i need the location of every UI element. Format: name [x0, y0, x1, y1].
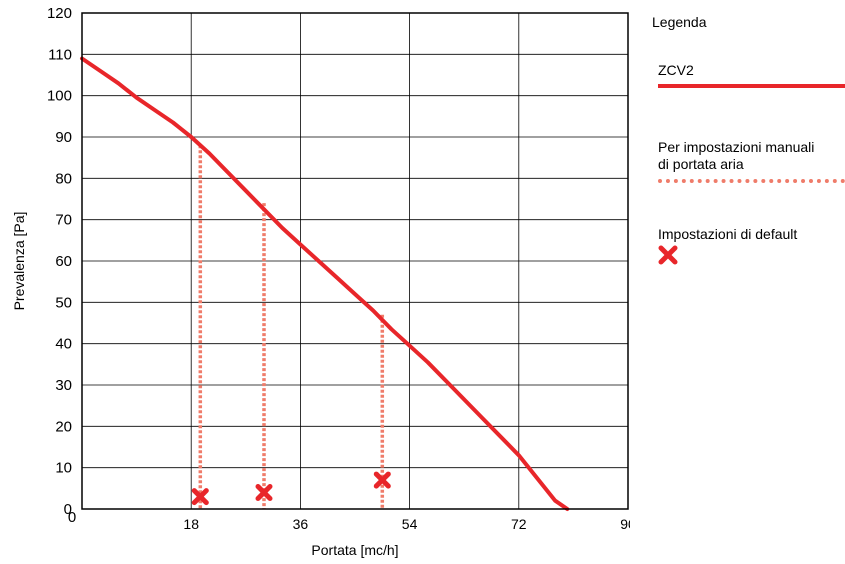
legend-label-manual-2: di portata aria	[658, 156, 744, 172]
grid	[82, 13, 628, 509]
legend-title: Legenda	[652, 14, 707, 30]
y-axis-label: Prevalenza [Pa]	[11, 212, 27, 311]
legend-swatch-zcv2	[658, 84, 845, 88]
x-tick-label: 0	[68, 509, 76, 526]
x-tick-label: 90	[620, 516, 630, 532]
default-marker	[191, 488, 209, 506]
x-tick-label: 72	[511, 516, 527, 532]
y-tick-label: 0	[64, 501, 72, 518]
y-tick-label: 70	[55, 212, 72, 229]
y-tick-label: 40	[55, 336, 72, 353]
x-tick-label: 54	[402, 516, 418, 532]
y-tick-label: 10	[55, 460, 72, 477]
y-tick-label: 50	[55, 294, 72, 311]
marker-stroke	[373, 471, 391, 489]
marker-stroke	[255, 483, 273, 501]
x-tick-label: 36	[293, 516, 309, 532]
y-tick-label: 110	[48, 46, 72, 63]
y-tick-label: 90	[55, 129, 72, 146]
y-tick-label: 30	[55, 377, 72, 394]
y-tick-label: 120	[47, 5, 72, 22]
legend-label-manual-1: Per impostazioni manuali	[658, 139, 815, 155]
y-tick-label: 20	[55, 418, 72, 435]
legend-label-default: Impostazioni di default	[658, 226, 798, 242]
plot-frame	[81, 12, 629, 510]
default-markers	[191, 471, 391, 506]
legend-swatch-manual	[658, 179, 845, 183]
manual-setting-lines	[198, 145, 385, 509]
x-axis-label: Portata [mc/h]	[311, 542, 398, 558]
default-marker	[373, 471, 391, 489]
legend-cross-icon	[658, 245, 678, 265]
legend-label-zcv2: ZCV2	[658, 62, 694, 78]
y-tick-label: 60	[55, 253, 72, 270]
series-line-zcv2	[80, 56, 570, 511]
y-tick-label: 80	[55, 170, 72, 187]
x-tick-label: 18	[183, 516, 199, 532]
chart: 0 10 20 30 40 50 60 70 80 90 100 110 120 18 36 54 72 900 …	[11, 5, 630, 558]
tick-labels: 0 10 20 30 40 50 60 70 80 90 100 110 120 18 36 54 72 90 0	[47, 5, 630, 532]
y-tick-label: 100	[47, 88, 72, 105]
marker-stroke	[191, 488, 209, 506]
series-layer	[80, 56, 570, 511]
default-marker	[255, 483, 273, 501]
